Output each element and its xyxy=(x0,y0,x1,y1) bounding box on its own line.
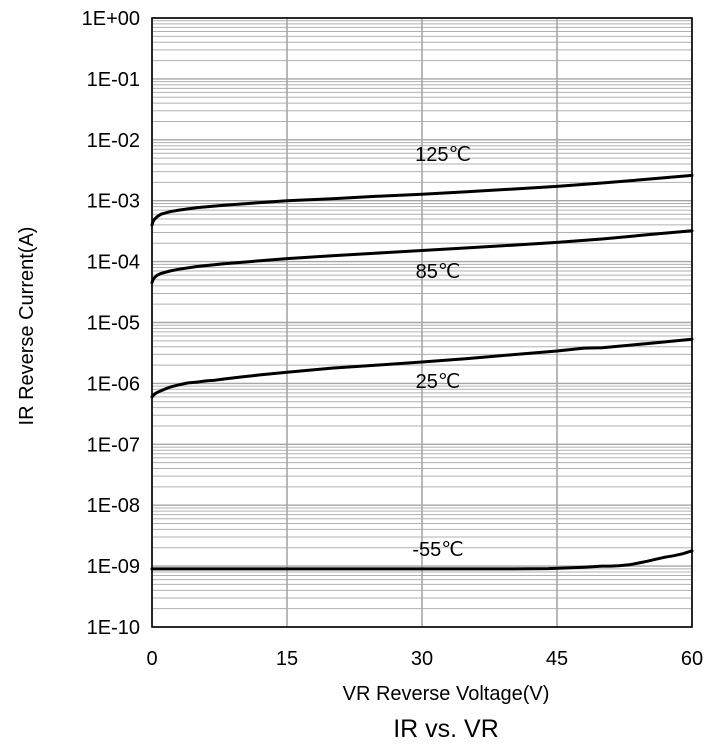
tick-label-layer: 0 15 30 45 60 1E+00 1E-01 1E-02 1E-03 1E-04 1E-05 1… xyxy=(82,8,704,670)
series-label-125c: 125℃ xyxy=(415,144,471,166)
series-label-85c: 85℃ xyxy=(416,261,461,283)
x-tick-label: 30 xyxy=(411,648,433,670)
curve-layer xyxy=(150,173,694,571)
y-tick-label: 1E-05 xyxy=(87,313,140,335)
y-tick-label: 1E-06 xyxy=(87,373,140,395)
y-axis-title: IR Reverse Current(A) xyxy=(16,227,38,426)
series-line-3 xyxy=(150,549,694,571)
series-line-0 xyxy=(150,173,694,227)
y-tick-label: 1E-07 xyxy=(87,434,140,456)
y-tick-label: 1E+00 xyxy=(82,8,140,30)
y-tick-label: 1E-10 xyxy=(87,617,140,639)
grid-layer xyxy=(151,17,693,628)
y-tick-label: 1E-04 xyxy=(87,252,140,274)
y-tick-label: 1E-03 xyxy=(87,191,140,213)
series-line-1 xyxy=(150,229,694,285)
series-label-25c: 25℃ xyxy=(416,371,461,393)
series-line-2 xyxy=(150,337,694,399)
x-axis-title: VR Reverse Voltage(V) xyxy=(343,683,550,705)
x-tick-label: 15 xyxy=(276,648,298,670)
x-tick-label: 0 xyxy=(146,648,157,670)
series-label-minus55c: -55℃ xyxy=(412,539,463,561)
y-tick-label: 1E-08 xyxy=(87,495,140,517)
chart-title: IR vs. VR xyxy=(393,715,499,743)
plot-area-frame xyxy=(151,17,693,628)
series-label-layer: 125℃ 85℃ 25℃ -55℃ xyxy=(412,144,471,561)
x-tick-label: 60 xyxy=(681,648,703,670)
y-tick-label: 1E-09 xyxy=(87,556,140,578)
y-tick-label: 1E-02 xyxy=(87,130,140,152)
y-tick-label: 1E-01 xyxy=(87,69,140,91)
x-tick-label: 45 xyxy=(546,648,568,670)
